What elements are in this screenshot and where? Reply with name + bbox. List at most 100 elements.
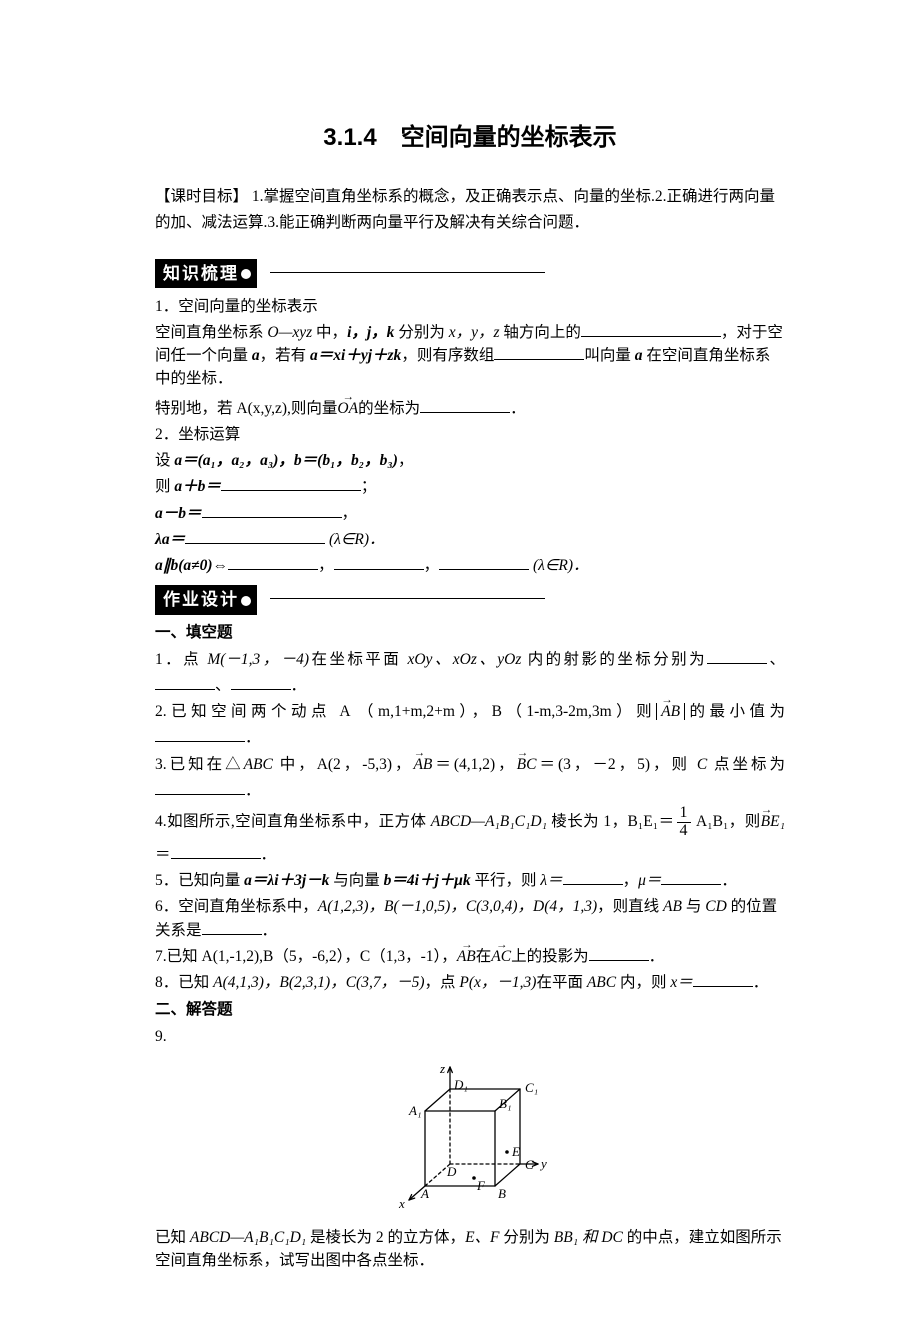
text: ． bbox=[291, 677, 307, 694]
blank bbox=[420, 398, 510, 413]
text: 与向量 bbox=[329, 872, 383, 889]
text: 分别为 bbox=[394, 324, 448, 341]
svg-text:A: A bbox=[420, 1186, 429, 1201]
svg-text:y: y bbox=[539, 1156, 547, 1171]
section-banner-knowledge: 知识梳理 bbox=[155, 259, 785, 285]
domain: (λ∈R)． bbox=[529, 557, 588, 574]
text: ， bbox=[318, 557, 334, 574]
text: ． bbox=[649, 948, 665, 965]
text: ＝(4,1,2)， bbox=[432, 756, 516, 773]
blank bbox=[171, 844, 261, 859]
blank bbox=[155, 728, 245, 743]
blank bbox=[707, 649, 767, 664]
svg-text:D: D bbox=[446, 1164, 457, 1179]
text: ，则有序数组 bbox=[401, 347, 494, 364]
banner-line bbox=[270, 598, 545, 599]
blank bbox=[334, 555, 424, 570]
fraction-1-4: 14 bbox=[677, 805, 691, 840]
text: ． bbox=[262, 922, 278, 939]
text: 1．点 bbox=[155, 651, 201, 668]
blank bbox=[661, 870, 721, 885]
text: 、 bbox=[215, 677, 231, 694]
text: ， bbox=[342, 505, 358, 522]
text: ABCD—A₁B₁C₁D₁ bbox=[426, 813, 551, 830]
q2-line1: 2.已知空间两个动点 A （m,1+m,2+m），B（1-m,3-2m,3m）则… bbox=[155, 700, 785, 723]
text: 平行，则 bbox=[471, 872, 541, 889]
text: 轴方向上的 bbox=[500, 324, 581, 341]
text: 与 bbox=[682, 898, 705, 915]
vec-ijk: i，j，k bbox=[347, 324, 394, 341]
text: 则 bbox=[155, 478, 174, 495]
text: ． bbox=[753, 974, 769, 991]
q3-line1: 3.已知在△ABC 中，A(2，-5,3)，AB＝(4,1,2)，BC＝(3，－… bbox=[155, 753, 785, 776]
section-fill-blank: 一、填空题 bbox=[155, 621, 785, 644]
q8: 8．已知 A(4,1,3)，B(2,3,1)，C(3,7，－5)，点 P(x，－… bbox=[155, 971, 785, 994]
line: AB bbox=[663, 898, 682, 915]
svg-text:E: E bbox=[511, 1144, 520, 1159]
svg-text:B: B bbox=[498, 1186, 506, 1201]
text: 8．已知 bbox=[155, 974, 213, 991]
text: 分别为 bbox=[500, 1229, 554, 1246]
pts: E、F bbox=[465, 1229, 499, 1246]
eq: λa＝ bbox=[155, 531, 185, 548]
text: 已知 bbox=[155, 1229, 190, 1246]
k2-parallel: a∥b(a≠0)⇔，， (λ∈R)． bbox=[155, 554, 785, 577]
text: ， bbox=[424, 557, 440, 574]
eq: a＋b＝ bbox=[174, 478, 221, 495]
blank bbox=[494, 345, 584, 360]
q5: 5．已知向量 a＝λi＋3j－k 与向量 b＝4i＋j＋μk 平行，则 λ＝，μ… bbox=[155, 869, 785, 892]
vec-a: a bbox=[252, 347, 260, 364]
text: 7.已知 A(1,-1,2),B（5，-6,2），C（1,3，-1）， bbox=[155, 948, 457, 965]
k2-lambdaa: λa＝ (λ∈R)． bbox=[155, 528, 785, 551]
blank bbox=[439, 555, 529, 570]
text: 5．已知向量 bbox=[155, 872, 244, 889]
blank bbox=[581, 322, 721, 337]
q3-line2: ． bbox=[155, 779, 785, 802]
text: 空间直角坐标系 bbox=[155, 324, 267, 341]
blank bbox=[155, 675, 215, 690]
text: ． bbox=[261, 846, 277, 863]
eq: a＝λi＋3j－k bbox=[244, 872, 329, 889]
text: ，则直线 bbox=[597, 898, 663, 915]
text: 内的射影的坐标分别为 bbox=[528, 651, 707, 668]
banner-label: 知识梳理 bbox=[155, 259, 257, 289]
k2-aplusb: 则 a＋b＝； bbox=[155, 475, 785, 498]
text: 、 bbox=[767, 651, 785, 668]
banner-line bbox=[270, 272, 545, 273]
text: 上的投影为 bbox=[511, 948, 589, 965]
k1-heading: 1．空间向量的坐标表示 bbox=[155, 295, 785, 318]
banner-dot-icon bbox=[241, 269, 251, 279]
text: A₁B₁，则 bbox=[693, 813, 761, 830]
svg-text:D₁: D₁ bbox=[453, 1077, 468, 1092]
text: ABC bbox=[244, 756, 273, 773]
q1-line1: 1．点 M(－1,3，－4)在坐标平面 xOy、xOz、yOz 内的射影的坐标分… bbox=[155, 648, 785, 671]
text: ，点 bbox=[425, 974, 460, 991]
blank bbox=[563, 870, 623, 885]
objective-text: 1.掌握空间直角坐标系的概念，及正确表示点、向量的坐标.2.正确进行两向量的加、… bbox=[155, 188, 775, 231]
section-solve: 二、解答题 bbox=[155, 998, 785, 1021]
pts: A(4,1,3)，B(2,3,1)，C(3,7，－5) bbox=[213, 974, 424, 991]
blank bbox=[221, 477, 361, 492]
q6: 6．空间直角坐标系中，A(1,2,3)，B(－1,0,5)，C(3,0,4)，D… bbox=[155, 895, 785, 942]
plane: ABC bbox=[587, 974, 616, 991]
svg-text:C: C bbox=[525, 1157, 534, 1172]
blank bbox=[589, 946, 649, 961]
text: 在坐标平面 bbox=[309, 651, 401, 668]
q4-line2: ＝． bbox=[155, 843, 785, 866]
svg-text:C₁: C₁ bbox=[525, 1080, 538, 1095]
svg-text:x: x bbox=[398, 1196, 405, 1211]
domain: (λ∈R)． bbox=[325, 531, 384, 548]
blank bbox=[202, 920, 262, 935]
text: 中，A(2，-5,3)， bbox=[273, 756, 414, 773]
vec-AC: AC bbox=[491, 945, 511, 968]
doc-title: 3.1.4 空间向量的坐标表示 bbox=[155, 120, 785, 156]
text: ． bbox=[245, 782, 261, 799]
eq: a－b＝ bbox=[155, 505, 202, 522]
text: 内，则 bbox=[616, 974, 670, 991]
text: 的最小值为 bbox=[685, 703, 785, 720]
blank bbox=[228, 555, 318, 570]
pt: M(－1,3，－4) bbox=[201, 651, 309, 668]
text: 4.如图所示,空间直角坐标系中，正方体 bbox=[155, 813, 426, 830]
eq: b＝4i＋j＋μk bbox=[384, 872, 471, 889]
k2-heading: 2．坐标运算 bbox=[155, 423, 785, 446]
